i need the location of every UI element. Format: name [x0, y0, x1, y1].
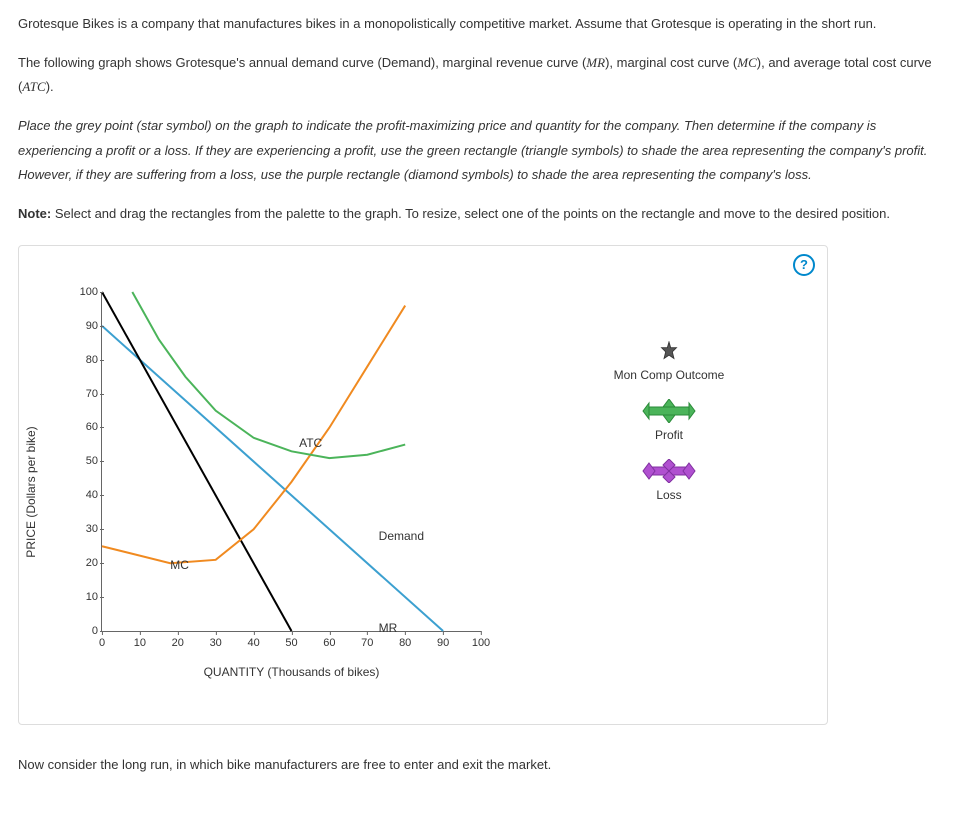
curve-demand — [102, 326, 443, 631]
graph-panel: ? PRICE (Dollars per bike) 0102030405060… — [18, 245, 828, 725]
note-label: Note: — [18, 206, 51, 221]
curve-mc — [102, 305, 405, 563]
text-span: ), marginal cost curve ( — [605, 55, 737, 70]
loss-rect-icon — [579, 456, 759, 486]
legend-item-profit[interactable]: Profit — [579, 396, 759, 442]
paragraph-note: Note: Select and drag the rectangles fro… — [18, 202, 946, 227]
curve-mr — [102, 292, 292, 631]
text-span: The following graph shows Grotesque's an… — [18, 55, 586, 70]
help-button[interactable]: ? — [793, 254, 815, 276]
question-text: Grotesque Bikes is a company that manufa… — [18, 12, 946, 227]
plot-wrap: PRICE (Dollars per bike) 010203040506070… — [59, 292, 519, 692]
plot-area[interactable]: 0102030405060708090100 01020304050607080… — [101, 292, 481, 632]
legend-item-loss[interactable]: Loss — [579, 456, 759, 502]
x-axis-label: QUANTITY (Thousands of bikes) — [204, 665, 380, 679]
legend-label-profit: Profit — [579, 428, 759, 442]
legend-item-outcome[interactable]: Mon Comp Outcome — [579, 336, 759, 382]
curve-atc — [132, 292, 405, 458]
profit-rect-icon — [579, 396, 759, 426]
plot-svg — [102, 292, 481, 631]
var-mc: MC — [737, 55, 757, 70]
legend-label-loss: Loss — [579, 488, 759, 502]
legend-label-outcome: Mon Comp Outcome — [579, 368, 759, 382]
legend-palette: Mon Comp Outcome Profit — [579, 336, 759, 516]
followup-text: Now consider the long run, in which bike… — [18, 753, 946, 778]
paragraph-instructions: Place the grey point (star symbol) on th… — [18, 114, 946, 188]
star-icon — [579, 336, 759, 366]
var-atc: ATC — [22, 79, 45, 94]
text-span: ). — [46, 79, 54, 94]
paragraph-curves: The following graph shows Grotesque's an… — [18, 51, 946, 100]
var-mr: MR — [586, 55, 605, 70]
y-axis-label: PRICE (Dollars per bike) — [24, 426, 38, 557]
paragraph-intro: Grotesque Bikes is a company that manufa… — [18, 12, 946, 37]
note-body: Select and drag the rectangles from the … — [51, 206, 890, 221]
